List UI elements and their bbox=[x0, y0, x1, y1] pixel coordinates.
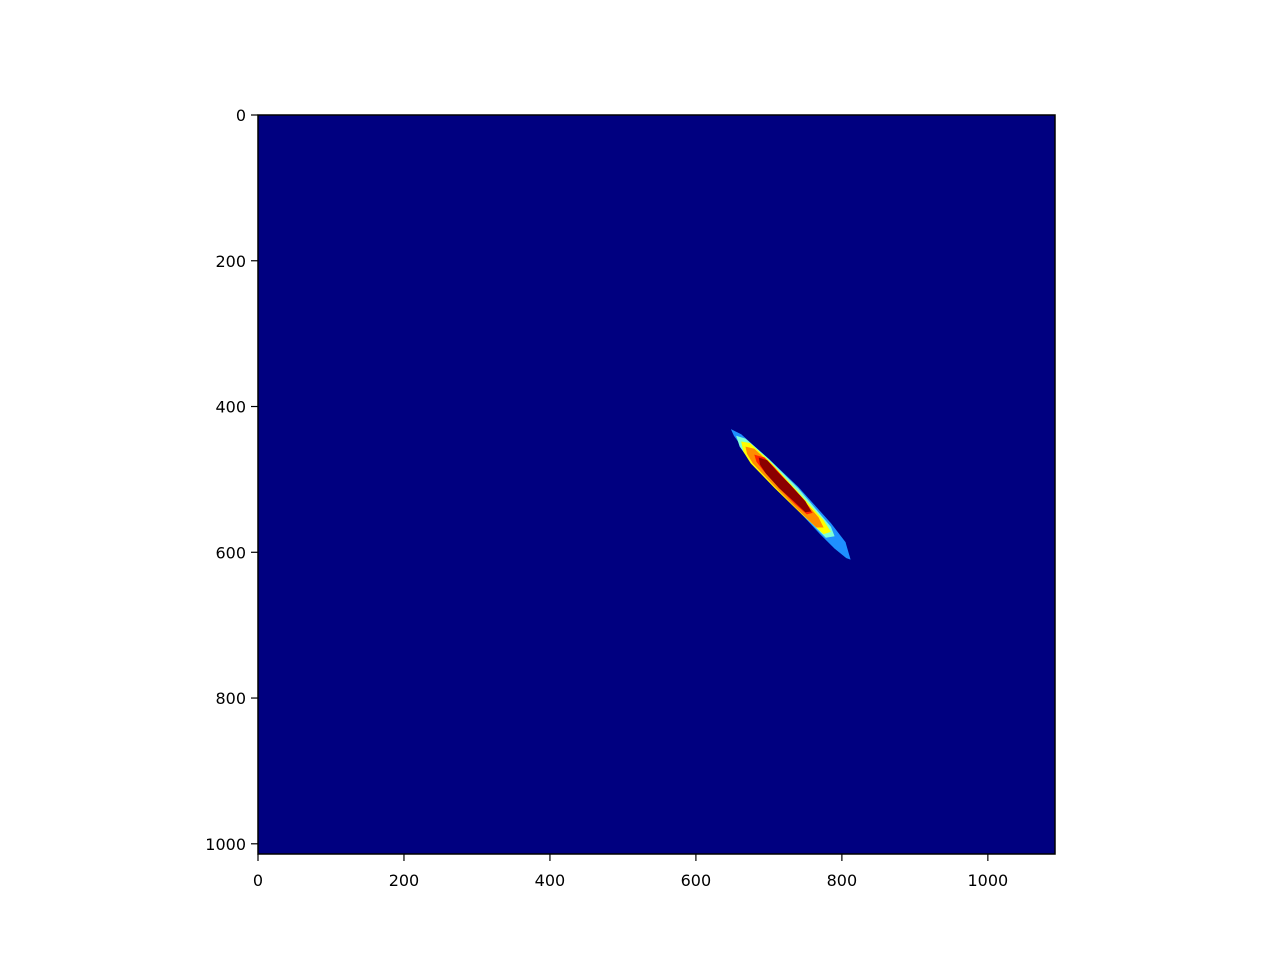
y-tick-label: 400 bbox=[215, 398, 246, 417]
y-tick-label: 600 bbox=[215, 543, 246, 562]
y-tick-label: 800 bbox=[215, 689, 246, 708]
x-tick-label: 1000 bbox=[967, 871, 1008, 890]
x-tick-label: 0 bbox=[253, 871, 263, 890]
heatmap-contours bbox=[730, 429, 851, 560]
y-tick-label: 0 bbox=[236, 106, 246, 125]
x-axis: 0 200 400 600 800 1000 bbox=[253, 854, 1008, 890]
x-tick-label: 200 bbox=[389, 871, 420, 890]
heatmap-level-6 bbox=[758, 457, 812, 513]
x-tick-label: 400 bbox=[535, 871, 566, 890]
x-tick-label: 600 bbox=[681, 871, 712, 890]
y-tick-label: 200 bbox=[215, 252, 246, 271]
plot-background bbox=[258, 115, 1055, 854]
plot-frame bbox=[257, 114, 1056, 855]
y-axis: 0 200 400 600 800 1000 bbox=[205, 106, 258, 854]
y-tick-label: 1000 bbox=[205, 835, 246, 854]
x-tick-label: 800 bbox=[827, 871, 858, 890]
